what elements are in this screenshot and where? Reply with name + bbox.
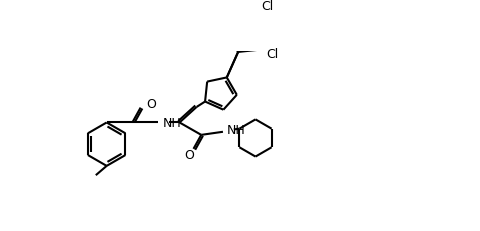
Text: Cl: Cl bbox=[261, 0, 274, 13]
Text: NH: NH bbox=[227, 123, 246, 136]
Text: Cl: Cl bbox=[266, 48, 279, 61]
Text: NH: NH bbox=[162, 116, 181, 129]
Text: O: O bbox=[184, 148, 194, 161]
Text: O: O bbox=[146, 98, 156, 111]
